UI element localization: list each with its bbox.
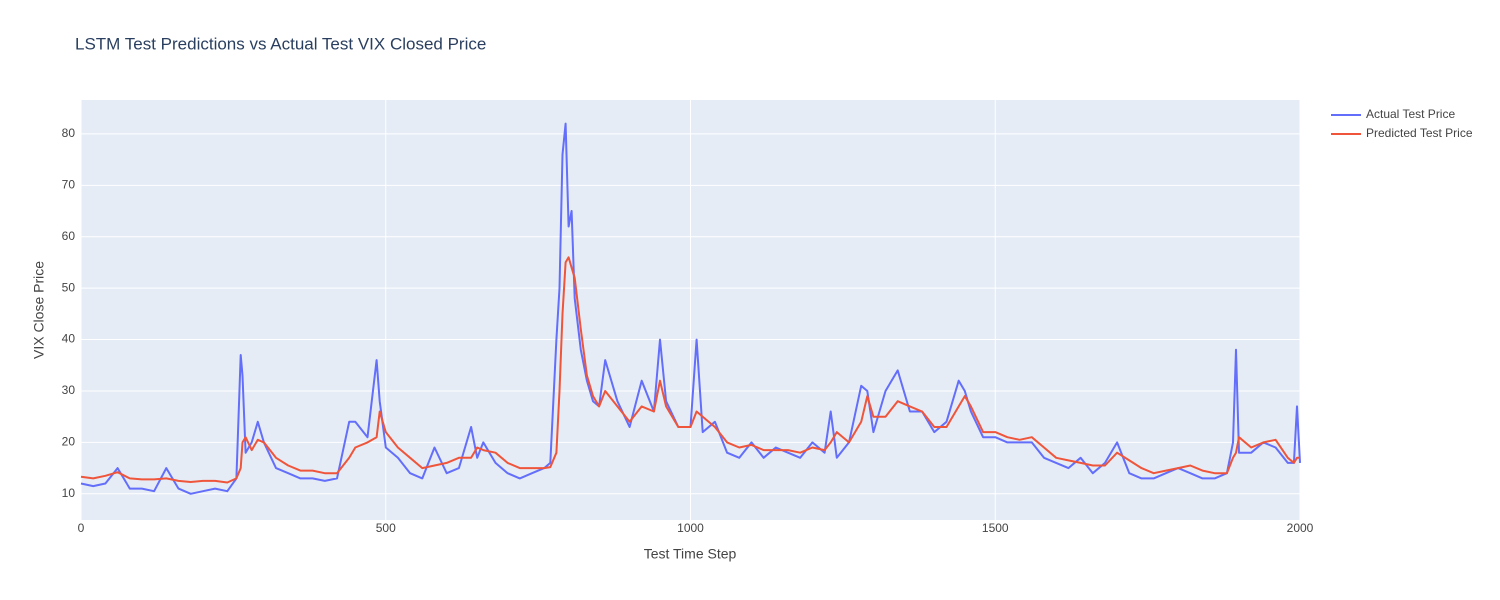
y-tick-label: 50 [62, 280, 76, 294]
x-tick-label: 2000 [1287, 521, 1314, 535]
x-tick-label: 1500 [982, 521, 1009, 535]
x-tick-label: 1000 [677, 521, 704, 535]
y-tick-label: 70 [62, 178, 76, 192]
y-tick-label: 20 [62, 435, 76, 449]
legend-label: Predicted Test Price [1366, 126, 1473, 140]
y-tick-label: 60 [62, 229, 76, 243]
x-tick-label: 0 [78, 521, 85, 535]
y-tick-label: 80 [62, 126, 76, 140]
x-tick-label: 500 [376, 521, 396, 535]
legend-label: Actual Test Price [1366, 107, 1455, 121]
y-tick-label: 30 [62, 383, 76, 397]
y-tick-label: 10 [62, 486, 76, 500]
y-axis-title: VIX Close Price [31, 261, 47, 359]
series-line [80, 256, 1300, 484]
y-tick-label: 40 [62, 332, 76, 346]
x-axis-title: Test Time Step [644, 546, 737, 562]
chart-title: LSTM Test Predictions vs Actual Test VIX… [75, 34, 486, 53]
